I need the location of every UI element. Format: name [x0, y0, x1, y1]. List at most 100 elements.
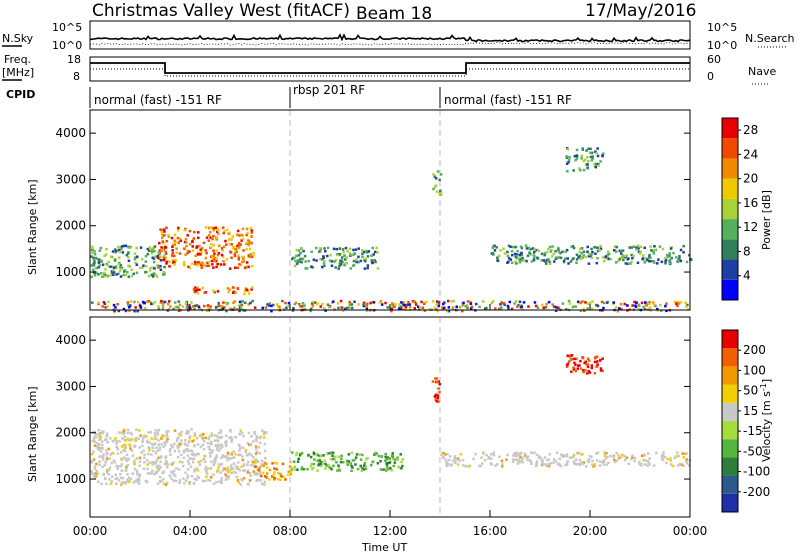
echo-cell — [325, 452, 329, 456]
echo-cell — [170, 463, 174, 466]
echo-cell — [186, 459, 190, 463]
echo-cell — [259, 474, 263, 478]
echo-cell — [570, 245, 573, 249]
echo-cell — [112, 459, 116, 462]
echo-cell — [614, 460, 617, 464]
echo-cell — [490, 457, 493, 460]
echo-cell — [529, 248, 532, 251]
echo-cell — [155, 459, 159, 462]
freq-label-line1: Freq. — [4, 53, 31, 66]
echo-cell — [125, 480, 128, 484]
echo-cell — [510, 250, 514, 253]
echo-cell — [186, 234, 189, 237]
echo-cell — [178, 468, 181, 471]
echo-cell — [352, 248, 355, 252]
echo-cell — [240, 303, 243, 307]
echo-cell — [219, 304, 222, 308]
echo-cell — [398, 303, 401, 306]
echo-cell — [184, 471, 187, 474]
echo-cell — [347, 453, 351, 456]
echo-cell — [478, 305, 481, 309]
echo-cell — [198, 463, 202, 466]
echo-cell — [148, 441, 151, 444]
echo-cell — [341, 248, 345, 251]
echo-cell — [587, 359, 591, 362]
echo-cell — [402, 301, 405, 304]
nsearch-trace — [89, 42, 691, 46]
echo-cell — [363, 464, 366, 467]
echo-cell — [599, 247, 603, 250]
echo-cell — [181, 461, 184, 464]
echo-cell — [100, 447, 103, 450]
echo-cell — [117, 479, 121, 482]
echo-cell — [359, 464, 362, 468]
echo-cell — [171, 471, 175, 475]
echo-cell — [132, 481, 135, 484]
echo-cell — [138, 456, 142, 460]
echo-cell — [133, 309, 136, 313]
echo-cell — [578, 254, 581, 258]
echo-cell — [437, 380, 440, 383]
echo-cell — [684, 460, 688, 463]
echo-cell — [591, 459, 594, 463]
echo-cell — [588, 253, 591, 256]
echo-cell — [686, 462, 689, 465]
echo-cell — [251, 440, 255, 443]
echo-cell — [220, 477, 223, 480]
echo-cell — [127, 275, 131, 278]
echo-cell — [653, 303, 657, 307]
echo-cell — [682, 251, 685, 254]
echo-cell — [241, 458, 244, 462]
echo-cell — [242, 260, 246, 263]
echo-cell — [565, 248, 569, 252]
echo-cell — [569, 354, 572, 357]
echo-cell — [499, 249, 502, 252]
echo-cell — [165, 440, 169, 444]
echo-cell — [238, 309, 241, 313]
echo-cell — [452, 299, 456, 303]
echo-cell — [602, 463, 605, 466]
echo-cell — [164, 250, 167, 253]
echo-cell — [143, 456, 146, 460]
freq-tick-top: 18 — [67, 53, 81, 66]
echo-cell — [133, 459, 136, 462]
echo-cell — [179, 239, 182, 242]
echo-cell — [348, 303, 352, 307]
freq-label-line2: [MHz] — [2, 66, 34, 79]
echo-cell — [673, 456, 676, 460]
echo-cell — [271, 462, 274, 465]
echo-cell — [273, 477, 277, 480]
echo-cell — [376, 251, 379, 254]
echo-cell — [362, 301, 366, 305]
echo-cell — [685, 260, 689, 264]
echo-cell — [408, 303, 411, 306]
echo-cell — [453, 460, 457, 464]
echo-cell — [587, 369, 590, 373]
echo-cell — [107, 260, 110, 264]
echo-cell — [643, 261, 646, 264]
echo-cell — [205, 264, 208, 268]
echo-cell — [160, 437, 163, 440]
echo-cell — [229, 468, 232, 472]
echo-cell — [113, 257, 117, 261]
echo-cell — [650, 249, 653, 252]
echo-cell — [237, 258, 240, 261]
echo-cell — [423, 302, 426, 305]
echo-cell — [556, 451, 559, 454]
echo-cell — [316, 453, 320, 457]
echo-cell — [439, 173, 443, 176]
echo-cell — [555, 306, 558, 309]
echo-cell — [525, 259, 528, 263]
echo-cell — [162, 301, 165, 305]
echo-cell — [520, 307, 524, 311]
echo-cell — [587, 147, 590, 150]
echo-cell — [194, 289, 198, 293]
echo-cell — [311, 304, 315, 308]
echo-cell — [210, 451, 214, 454]
echo-cell — [247, 242, 251, 245]
echo-cell — [489, 462, 493, 465]
echo-cell — [582, 369, 585, 372]
echo-cell — [532, 251, 536, 254]
echo-cell — [662, 451, 665, 454]
nave-tick-top: 60 — [707, 53, 721, 66]
